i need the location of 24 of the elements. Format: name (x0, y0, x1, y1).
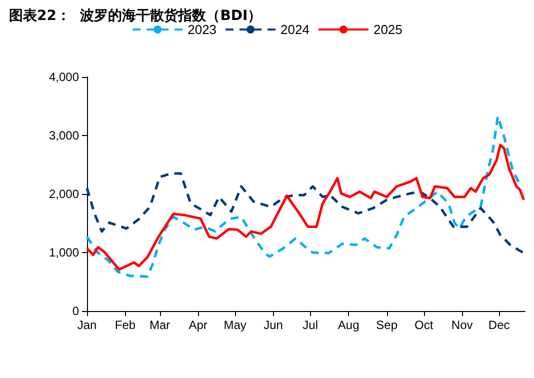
legend-label: 2024 (280, 22, 310, 37)
x-tick-label: Mar (149, 318, 170, 332)
x-tick-label: Jul (302, 318, 318, 332)
x-tick-label: Jun (264, 318, 283, 332)
legend-label: 2025 (373, 22, 402, 37)
x-tick-label: Jan (77, 318, 97, 332)
line-series (86, 172, 526, 254)
x-tick-label: Sep (376, 318, 398, 332)
y-tick-label: 3,000 (48, 128, 80, 142)
x-tick-label: Dec (488, 318, 510, 332)
y-tick-label: 2,000 (48, 187, 80, 201)
x-tick-label: Nov (451, 318, 473, 332)
y-tick-label: 4,000 (48, 70, 80, 84)
line-series (86, 114, 522, 278)
x-tick-label: Feb (114, 318, 136, 332)
x-tick-label: Oct (414, 318, 434, 332)
chart-title: 图表22： 波罗的海干散货指数（BDI） (9, 8, 262, 24)
y-tick-label: 0 (72, 304, 80, 318)
x-tick-label: Aug (338, 318, 360, 332)
y-tick-label: 1,000 (48, 246, 80, 260)
legend-label: 2023 (188, 22, 217, 37)
line-series (86, 144, 526, 271)
x-tick-label: Apr (188, 318, 208, 332)
x-tick-label: May (224, 318, 246, 332)
